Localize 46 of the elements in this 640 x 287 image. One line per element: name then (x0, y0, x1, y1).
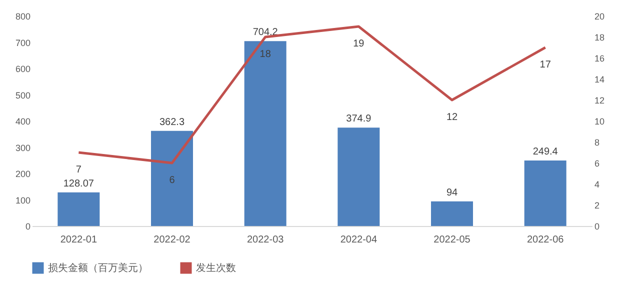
y2-tick-label: 14 (594, 74, 605, 84)
x-tick-label: 2022-01 (60, 234, 98, 246)
x-tick-label: 2022-02 (154, 234, 191, 246)
y2-tick-label: 16 (594, 54, 605, 64)
y2-tick-label: 0 (594, 222, 600, 232)
y2-tick-label: 8 (594, 138, 600, 148)
data-label: 374.9 (346, 114, 372, 125)
data-label: 19 (353, 38, 365, 50)
y-tick-label: 500 (15, 90, 30, 100)
y-tick-label: 400 (15, 116, 30, 126)
data-label: 94 (446, 187, 458, 198)
y2-tick-label: 20 (594, 12, 605, 22)
y2-tick-label: 10 (594, 116, 605, 126)
y2-tick-label: 18 (594, 32, 605, 42)
data-label: 704.2 (252, 27, 278, 38)
bar (244, 41, 286, 226)
bar (524, 160, 566, 226)
data-label: 17 (540, 60, 552, 70)
data-label: 249.4 (532, 146, 558, 158)
y-tick-label: 100 (15, 195, 30, 206)
x-tick-label: 2022-06 (526, 234, 564, 246)
x-tick-label: 2022-03 (246, 234, 284, 246)
y2-tick-label: 12 (594, 96, 605, 106)
bar (431, 201, 473, 226)
data-label: 12 (446, 112, 458, 123)
y-tick-label: 300 (15, 142, 30, 153)
y-tick-label: 700 (15, 38, 30, 48)
data-label: 6 (169, 175, 176, 186)
y-tick-label: 0 (25, 222, 30, 232)
x-tick-label: 2022-04 (340, 234, 378, 246)
y-tick-label: 600 (15, 64, 30, 74)
data-label: 18 (260, 49, 272, 60)
y2-tick-label: 4 (594, 180, 600, 190)
y2-tick-label: 6 (594, 158, 600, 168)
legend-label: 损失金额（百万美元） (48, 262, 148, 274)
y-tick-label: 200 (15, 169, 30, 179)
y2-tick-label: 2 (594, 200, 600, 210)
bar (151, 130, 193, 226)
data-label: 128.07 (63, 178, 94, 190)
bar (338, 128, 380, 226)
data-label: 362.3 (159, 116, 185, 128)
legend-label: 发生次数 (196, 262, 236, 274)
bar (58, 192, 100, 226)
data-label: 7 (76, 164, 82, 176)
y-tick-label: 800 (15, 12, 30, 22)
x-tick-label: 2022-05 (434, 234, 471, 246)
